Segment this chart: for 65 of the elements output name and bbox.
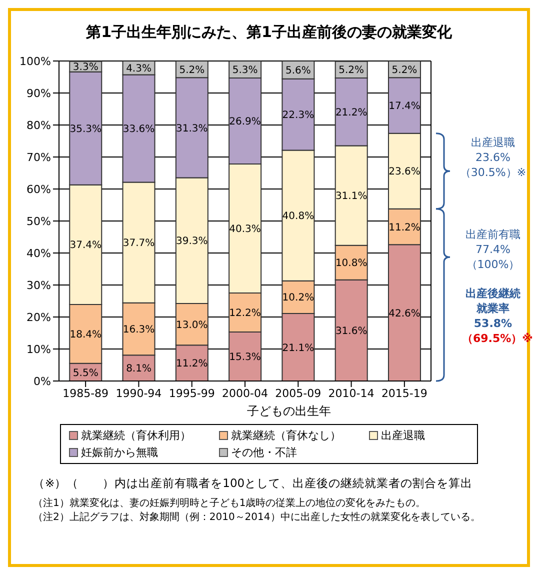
data-label: 13.0% (176, 320, 208, 331)
data-label: 3.3% (72, 62, 98, 74)
y-tick-label: 20% (26, 310, 51, 324)
data-label: 35.3% (70, 124, 102, 135)
y-tick-label: 40% (26, 246, 51, 260)
text: （※）（ ）内は出産前有職者を100として、出産後の継続就業者の割合を算出 (33, 476, 474, 491)
data-label: 5.5% (72, 368, 98, 379)
y-tick-label: 0% (34, 374, 51, 388)
text: （注1）就業変化は、妻の妊娠判明時と子ども1歳時の従業上の地位の変化をみたもの。 (33, 497, 427, 511)
data-label: 42.6% (388, 308, 420, 320)
y-tick-label: 100% (20, 54, 51, 68)
data-label: 40.3% (229, 224, 261, 236)
y-tick-label: 70% (26, 150, 51, 164)
data-label: 10.2% (282, 292, 314, 304)
x-tick-label: 2005-09 (275, 386, 322, 400)
data-label: 5.2% (392, 64, 418, 76)
data-label: 37.7% (122, 238, 155, 250)
data-label: 18.4% (70, 330, 102, 341)
data-label: 21.2% (335, 107, 368, 118)
legend-label: 妊娠前から無職 (81, 445, 158, 460)
data-label: 33.6% (122, 124, 155, 136)
x-tick-label: 2000-04 (222, 386, 268, 400)
x-tick-label: 1990-94 (116, 386, 162, 400)
data-label: 39.3% (176, 236, 208, 248)
legend-label: 出産退職 (381, 428, 425, 443)
data-label: 31.3% (176, 123, 208, 134)
legend-label: 就業継続（育休利用） (81, 428, 191, 443)
data-label: 11.2% (176, 358, 208, 370)
y-tick-label: 90% (26, 86, 51, 100)
y-tick-label: 30% (26, 278, 51, 292)
data-label: 5.6% (285, 66, 311, 77)
x-axis-title: 子どもの出生年 (246, 403, 332, 420)
text: 出産前有職 77.4% （100%） (464, 227, 522, 272)
data-label: 12.2% (229, 308, 261, 320)
data-label: 16.3% (122, 324, 155, 336)
data-label: 4.3% (126, 63, 152, 74)
x-tick-label: 2010-14 (328, 386, 374, 400)
y-tick-label: 80% (26, 118, 51, 132)
data-label: 22.3% (282, 110, 314, 122)
y-tick-label: 50% (26, 214, 51, 228)
data-label: 11.2% (388, 222, 420, 234)
data-label: 37.4% (70, 240, 102, 252)
data-label: 5.3% (232, 65, 258, 76)
data-label: 15.3% (229, 352, 261, 364)
data-label: 5.2% (338, 65, 364, 76)
y-tick-label: 60% (26, 182, 51, 196)
data-label: 23.6% (388, 166, 420, 178)
data-label: 26.9% (229, 116, 261, 128)
x-tick-label: 1995-99 (168, 386, 215, 400)
legend-label: 就業継続（育休なし） (231, 428, 341, 443)
x-tick-label: 2015-19 (381, 386, 428, 400)
data-label: 21.1% (282, 342, 314, 354)
data-label: 5.2% (179, 64, 205, 76)
y-tick-label: 10% (26, 342, 51, 356)
data-label: 10.8% (335, 258, 368, 270)
text: （注2）上記グラフは、対象期間（例：2010～2014）中に出産した女性の就業変化を表している。 (33, 511, 482, 525)
data-label: 40.8% (282, 211, 314, 222)
chart-title: 第1子出生年別にみた、第1子出産前後の妻の就業変化 (85, 23, 453, 43)
data-label: 31.1% (335, 191, 368, 202)
text: 出産退職 23.6% （30.5%）※ (458, 135, 528, 180)
legend-label: その他・不詳 (231, 445, 297, 460)
data-label: 31.6% (335, 326, 368, 337)
data-label: 8.1% (126, 364, 152, 375)
x-tick-label: 1985-89 (62, 386, 109, 400)
data-label: 17.4% (388, 101, 420, 112)
